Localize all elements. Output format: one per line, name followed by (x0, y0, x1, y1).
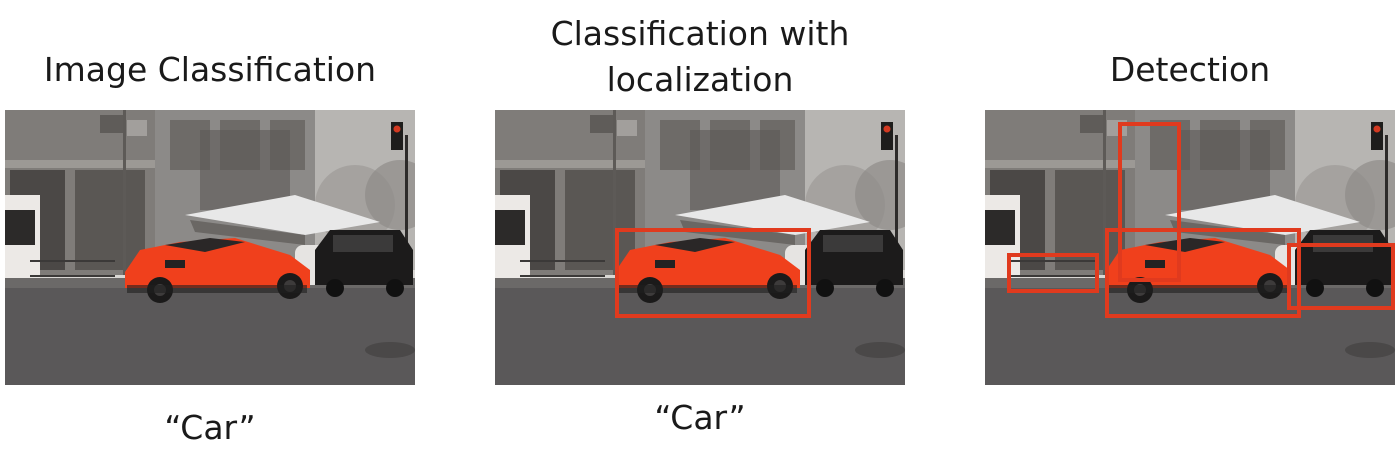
title-classification-localization-line1: Classification with (550, 14, 850, 53)
title-classification-localization-line2: localization (606, 60, 794, 99)
detection-box-orange-car (1105, 228, 1301, 318)
street-photo-2 (495, 110, 905, 385)
street-photo-1 (5, 110, 415, 385)
detection-box-pole (1118, 122, 1181, 282)
street-photo-3 (985, 110, 1395, 385)
caption-classification: “Car” (164, 408, 256, 447)
caption-localization: “Car” (654, 398, 746, 437)
title-detection: Detection (1109, 50, 1271, 89)
localization-box-car (615, 228, 811, 318)
detection-box-fence (1007, 253, 1099, 293)
title-image-classification: Image Classification (43, 50, 377, 89)
detection-box-suv (1287, 243, 1395, 310)
